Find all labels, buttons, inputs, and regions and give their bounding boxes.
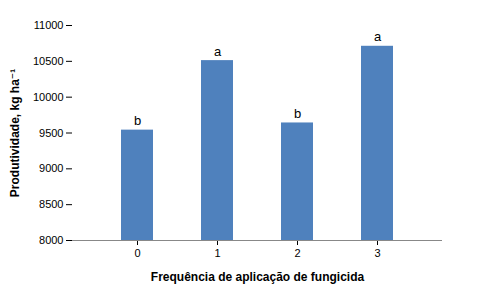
svg-text:b: b [134, 113, 141, 128]
svg-text:Produtividade, kg ha⁻¹: Produtividade, kg ha⁻¹ [8, 69, 22, 197]
svg-text:9500: 9500 [39, 127, 63, 139]
svg-text:10000: 10000 [33, 91, 64, 103]
svg-text:a: a [374, 29, 382, 44]
svg-text:11000: 11000 [34, 19, 64, 31]
svg-text:3: 3 [374, 247, 380, 259]
svg-text:8000: 8000 [39, 234, 63, 246]
svg-text:8500: 8500 [39, 198, 63, 210]
svg-text:Frequência de aplicação de fun: Frequência de aplicação de fungicida [151, 270, 365, 284]
svg-text:b: b [294, 106, 301, 121]
svg-text:a: a [214, 44, 222, 59]
svg-text:2: 2 [294, 247, 300, 259]
svg-text:0: 0 [134, 247, 140, 259]
svg-text:9000: 9000 [39, 162, 63, 174]
svg-text:1: 1 [214, 247, 220, 259]
svg-text:10500: 10500 [33, 55, 64, 67]
